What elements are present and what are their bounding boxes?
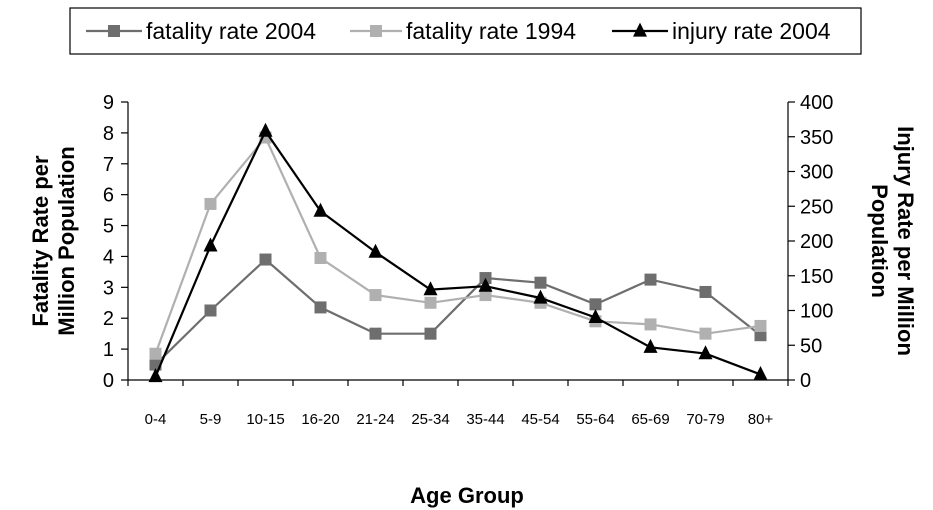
left-tick-label: 5 bbox=[103, 216, 114, 238]
data-point bbox=[204, 197, 217, 210]
right-tick-label: 300 bbox=[800, 162, 833, 184]
right-tick-label: 150 bbox=[800, 266, 833, 288]
data-point bbox=[754, 319, 767, 332]
data-point bbox=[148, 368, 163, 383]
data-point bbox=[369, 327, 382, 340]
data-point bbox=[258, 122, 273, 137]
right-axis-title-line: Population bbox=[867, 184, 892, 298]
data-point bbox=[424, 327, 437, 340]
right-tick-label: 400 bbox=[800, 92, 833, 114]
data-point bbox=[203, 237, 218, 252]
series-fatality-rate-1994 bbox=[149, 131, 767, 360]
left-tick-label: 1 bbox=[103, 339, 114, 361]
x-tick-label: 0-4 bbox=[145, 411, 167, 428]
data-point bbox=[753, 366, 768, 381]
legend: fatality rate 2004 fatality rate 1994 inju… bbox=[69, 7, 862, 55]
data-point bbox=[479, 289, 492, 302]
data-point bbox=[698, 345, 713, 360]
right-axis-title-line: Injury Rate per Million bbox=[893, 126, 918, 356]
x-tick-label: 25-34 bbox=[411, 411, 449, 428]
x-tick-label: 21-24 bbox=[356, 411, 394, 428]
x-tick-label: 16-20 bbox=[301, 411, 339, 428]
data-point bbox=[588, 309, 603, 324]
data-point bbox=[478, 277, 493, 292]
legend-box bbox=[69, 7, 862, 55]
x-tick-label: 80+ bbox=[748, 411, 774, 428]
x-tick-label: 5-9 bbox=[200, 411, 222, 428]
x-axis-title: Age Group bbox=[410, 483, 524, 508]
x-tick-label: 10-15 bbox=[246, 411, 284, 428]
data-point bbox=[754, 329, 767, 342]
data-point bbox=[644, 318, 657, 331]
x-tick-label: 70-79 bbox=[686, 411, 724, 428]
left-tick-label: 7 bbox=[103, 154, 114, 176]
data-point bbox=[423, 281, 438, 296]
data-point bbox=[313, 202, 328, 217]
legend-label: fatality rate 1994 bbox=[406, 18, 576, 44]
legend-marker bbox=[370, 25, 382, 37]
left-tick-label: 9 bbox=[103, 92, 114, 114]
data-point bbox=[699, 285, 712, 298]
x-tick-label: 65-69 bbox=[631, 411, 669, 428]
legend-label: fatality rate 2004 bbox=[146, 18, 316, 44]
series-line bbox=[154, 258, 762, 366]
data-point bbox=[259, 253, 272, 266]
data-point bbox=[204, 304, 217, 317]
x-tick-label: 45-54 bbox=[521, 411, 559, 428]
data-point bbox=[533, 289, 548, 304]
legend-label: injury rate 2004 bbox=[672, 18, 831, 44]
data-point bbox=[314, 301, 327, 314]
data-point bbox=[369, 289, 382, 302]
data-point bbox=[368, 243, 383, 258]
left-axis-title: Fatality Rate perMillion Population bbox=[28, 146, 79, 335]
right-tick-label: 350 bbox=[800, 127, 833, 149]
data-point bbox=[643, 338, 658, 353]
x-tick-label: 55-64 bbox=[576, 411, 614, 428]
data-point bbox=[149, 347, 162, 360]
left-axis-title-line: Million Population bbox=[54, 146, 79, 335]
data-point bbox=[644, 273, 657, 286]
left-tick-label: 0 bbox=[103, 370, 114, 392]
data-point bbox=[699, 327, 712, 340]
right-tick-label: 0 bbox=[800, 370, 811, 392]
data-point bbox=[314, 251, 327, 264]
left-tick-label: 3 bbox=[103, 277, 114, 299]
series-line bbox=[154, 129, 761, 377]
right-tick-label: 250 bbox=[800, 196, 833, 218]
data-point bbox=[424, 296, 437, 309]
data-point bbox=[534, 276, 547, 289]
right-tick-label: 50 bbox=[800, 335, 822, 357]
right-tick-label: 100 bbox=[800, 301, 833, 323]
left-tick-label: 8 bbox=[103, 123, 114, 145]
right-axis-title: Injury Rate per MillionPopulation bbox=[867, 126, 918, 356]
left-tick-label: 2 bbox=[103, 308, 114, 330]
left-tick-label: 6 bbox=[103, 185, 114, 207]
plot-area bbox=[148, 122, 768, 383]
legend-marker bbox=[633, 22, 647, 37]
series-injury-rate-2004 bbox=[148, 122, 768, 383]
x-tick-label: 35-44 bbox=[466, 411, 504, 428]
left-tick-label: 4 bbox=[103, 246, 114, 268]
right-tick-label: 200 bbox=[800, 231, 833, 253]
axes: 0 1 2 3 4 5 6 7 8 9 0 50 100 150 200 250 300 350 400 0-4 5-9… bbox=[28, 92, 918, 428]
data-point bbox=[589, 298, 602, 311]
left-axis-title-line: Fatality Rate per bbox=[28, 155, 53, 327]
series-fatality-rate-2004 bbox=[149, 253, 767, 371]
legend-marker bbox=[108, 25, 120, 37]
